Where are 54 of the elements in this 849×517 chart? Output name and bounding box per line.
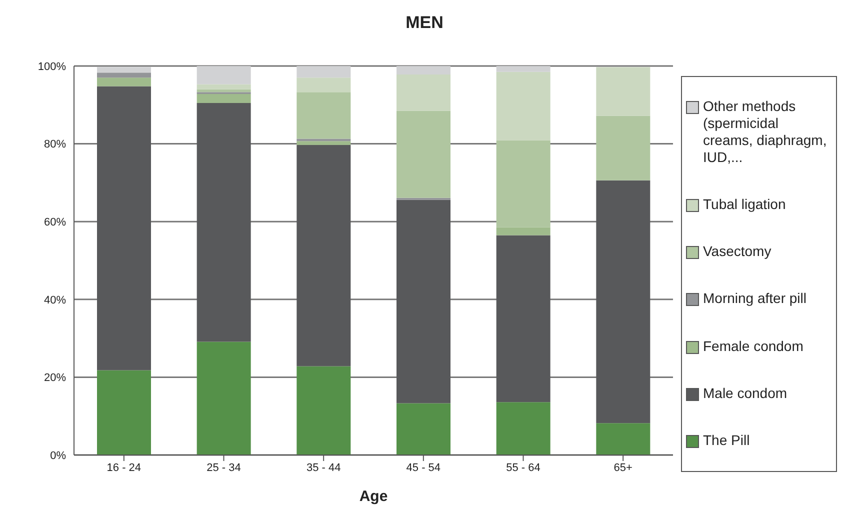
- x-axis-title: Age: [359, 488, 388, 505]
- bar: [196, 94, 251, 103]
- y-tick-label: 100%: [38, 60, 66, 73]
- chart-title: MEN: [404, 12, 444, 34]
- y-tick-label: 40%: [44, 294, 66, 306]
- bar: [596, 116, 650, 180]
- legend-label: Female condom: [703, 338, 804, 355]
- x-tick-label: 35 - 44: [306, 462, 341, 474]
- y-tick-label: 0%: [50, 450, 66, 462]
- bar: [396, 110, 450, 198]
- bar: [196, 66, 251, 84]
- bar: [296, 92, 351, 139]
- bar: [296, 144, 351, 366]
- bar: [396, 74, 450, 111]
- y-tick-label: 80%: [44, 138, 66, 151]
- x-tick-label: 45 - 54: [406, 462, 441, 474]
- bar: [396, 66, 450, 75]
- legend-label: Tubal ligation: [703, 196, 786, 213]
- bar: [596, 423, 650, 455]
- legend-label: The Pill: [703, 432, 750, 450]
- x-tick-label: 55 - 64: [506, 462, 540, 474]
- x-tick-label: 65+: [614, 462, 632, 474]
- bar: [196, 89, 251, 92]
- bar: [196, 102, 251, 342]
- bar: [496, 66, 550, 72]
- x-tick-label: 16 - 24: [106, 462, 142, 474]
- bar: [97, 67, 151, 73]
- legend-label: Morning after pill: [703, 290, 806, 308]
- bar: [496, 227, 550, 236]
- x-tick-label: 25 - 34: [206, 462, 241, 474]
- bar: [97, 78, 151, 86]
- bar: [396, 200, 450, 404]
- bar: [196, 342, 251, 455]
- legend-label: Other methods (spermicidal creams, diaphragm, IUD,...: [703, 98, 828, 166]
- bar: [97, 370, 151, 455]
- bar: [296, 78, 351, 92]
- bar: [196, 84, 251, 90]
- legend-label: Male condom: [703, 385, 788, 402]
- bar: [296, 138, 351, 142]
- bar: [596, 180, 650, 424]
- bar: [97, 86, 151, 370]
- y-tick-label: 60%: [44, 216, 66, 229]
- bar: [496, 402, 550, 455]
- bar: [496, 72, 550, 140]
- bar: [97, 72, 151, 78]
- bar: [496, 140, 550, 228]
- legend-label: Vasectomy: [703, 243, 772, 260]
- bar: [296, 366, 351, 455]
- bar: [496, 235, 550, 402]
- bar: [596, 67, 650, 116]
- bar: [296, 141, 351, 145]
- bar: [296, 66, 351, 78]
- y-tick-label: 20%: [44, 372, 66, 384]
- bar: [396, 403, 450, 455]
